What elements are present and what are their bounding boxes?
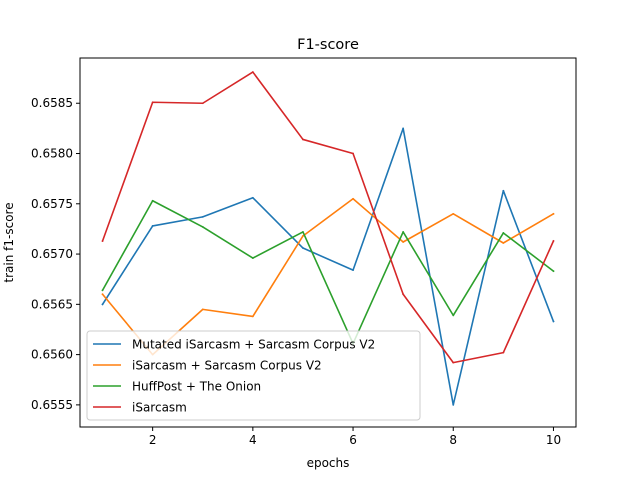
x-tick-label: 4 bbox=[249, 433, 257, 447]
data-point bbox=[352, 197, 354, 200]
x-tick-label: 2 bbox=[149, 433, 157, 447]
data-point bbox=[201, 215, 204, 218]
data-point bbox=[502, 351, 505, 354]
legend-label: iSarcasm bbox=[132, 401, 187, 415]
y-axis-ticks: 0.6555 0.6560 0.6565 0.6570 0.6575 0.6580 0.65… bbox=[31, 96, 80, 412]
data-point bbox=[201, 308, 204, 311]
x-axis-ticks: 2 4 6 8 10 bbox=[149, 427, 561, 447]
x-tick-label: 10 bbox=[546, 433, 561, 447]
data-point bbox=[151, 225, 154, 227]
data-point bbox=[302, 138, 304, 141]
data-point bbox=[151, 101, 154, 104]
legend-label: HuffPost + The Onion bbox=[132, 380, 261, 394]
data-point bbox=[251, 315, 254, 318]
data-point bbox=[552, 270, 555, 273]
legend-box bbox=[86, 330, 421, 421]
y-axis-label: train f1-score bbox=[2, 202, 16, 282]
legend-label: iSarcasm + Sarcasm Corpus V2 bbox=[132, 359, 322, 373]
y-tick-label: 0.6565 bbox=[31, 297, 73, 311]
series-layer bbox=[101, 71, 555, 406]
data-point bbox=[101, 303, 104, 306]
data-point bbox=[502, 232, 505, 234]
legend: Mutated iSarcasm + Sarcasm Corpus V2 iSar… bbox=[86, 330, 421, 421]
data-point bbox=[552, 320, 555, 323]
legend-entries: Mutated iSarcasm + Sarcasm Corpus V2 iSar… bbox=[93, 338, 375, 415]
data-point bbox=[452, 314, 455, 317]
x-tick-label: 6 bbox=[349, 433, 357, 447]
data-point bbox=[402, 231, 405, 233]
data-point bbox=[402, 241, 405, 243]
series-line-3 bbox=[101, 199, 555, 345]
x-axis-label: epochs bbox=[307, 456, 350, 470]
data-point bbox=[302, 231, 304, 233]
data-point bbox=[251, 71, 254, 73]
y-tick-label: 0.6580 bbox=[31, 147, 73, 161]
data-point bbox=[552, 212, 555, 215]
legend-label: Mutated iSarcasm + Sarcasm Corpus V2 bbox=[132, 338, 375, 352]
data-point bbox=[452, 212, 455, 215]
data-point bbox=[201, 102, 204, 105]
data-point bbox=[151, 199, 154, 202]
data-point bbox=[352, 152, 354, 155]
series-line-4 bbox=[101, 71, 555, 364]
data-point bbox=[251, 257, 254, 259]
chart-title: F1-score bbox=[297, 37, 359, 53]
data-point bbox=[101, 289, 104, 292]
data-point bbox=[302, 247, 304, 249]
y-tick-label: 0.6570 bbox=[31, 247, 73, 261]
data-point bbox=[402, 127, 405, 130]
y-tick-label: 0.6555 bbox=[31, 398, 73, 412]
y-tick-label: 0.6585 bbox=[31, 96, 73, 110]
series-line-1 bbox=[101, 127, 555, 406]
data-point bbox=[452, 403, 455, 406]
y-tick-label: 0.6575 bbox=[31, 197, 73, 211]
data-point bbox=[452, 361, 455, 364]
y-tick-label: 0.6560 bbox=[31, 348, 73, 362]
data-point bbox=[352, 269, 354, 272]
data-point bbox=[552, 240, 555, 242]
plot-frame bbox=[79, 57, 577, 428]
x-tick-label: 8 bbox=[449, 433, 457, 447]
data-point bbox=[402, 293, 405, 296]
data-point bbox=[502, 242, 505, 244]
data-point bbox=[251, 196, 254, 199]
data-point bbox=[502, 189, 505, 192]
data-point bbox=[101, 293, 104, 296]
data-point bbox=[201, 226, 204, 228]
data-point bbox=[302, 235, 304, 237]
data-point bbox=[101, 240, 104, 242]
